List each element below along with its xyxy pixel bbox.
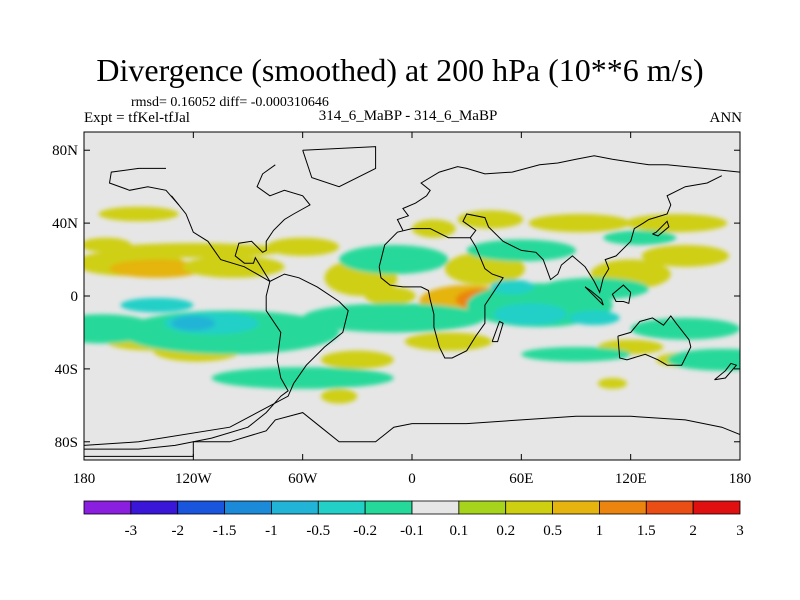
coastline [108,167,180,206]
contour-region [521,347,631,362]
x-tick-label: 60E [509,471,533,487]
contour-region [494,303,567,326]
contour-region [171,316,216,331]
contour-region [109,259,205,278]
coastlines [84,146,740,457]
contour-region [404,332,493,351]
contour-region [211,367,394,389]
contour-region [667,348,740,371]
coastline [617,315,692,366]
x-tick-label: 180 [729,471,752,487]
y-tick-label: 80N [52,143,78,159]
contour-region [457,210,524,229]
coastline [378,175,723,294]
x-tick-label: 120W [175,471,213,487]
colorbar-swatch [177,500,225,515]
plot-title: Divergence (smoothed) at 200 hPa (10**6 … [96,52,704,88]
coastline [652,220,670,237]
colorbar-swatch [224,500,272,515]
coastline [378,237,504,359]
contour-region [320,388,358,404]
x-tick-label: 120E [615,471,647,487]
contour-region [568,310,620,326]
coastline [302,146,377,188]
colorbar-label: -0.2 [353,523,377,539]
season-label: ANN [709,110,743,126]
latitude-axis: 80N 40N 0 40S 80S [52,143,740,451]
coastline [171,195,271,282]
coastline [234,164,311,282]
y-tick-label: 0 [71,289,79,305]
contour-region [84,314,157,344]
contour-region [603,230,677,245]
coastline [584,286,604,306]
coastline [491,320,504,343]
colorbar-label: 0.2 [496,523,515,539]
colorbar-label: -1 [265,523,278,539]
colorbar-label: 1 [596,523,604,539]
y-tick-label: 40N [52,216,78,232]
contour-region [630,317,740,340]
colorbar: -3 -2 -1.5 -1 -0.5 -0.2 -0.1 0.1 0.2 0.5 1 1.5 2 3 [83,500,744,539]
x-tick-label: 60W [288,471,318,487]
colorbar-swatch [411,500,460,515]
experiment-label: Expt = tfKel-tfJal [84,110,190,126]
contour-region [528,214,631,233]
contour-region [182,255,285,278]
case-label: 314_6_MaBP - 314_6_MaBP [318,108,498,124]
colorbar-swatch [271,500,319,515]
longitude-axis: 180 120W 60W 0 60E 120E 180 [73,132,752,487]
contour-region [120,297,194,313]
colorbar-label: 3 [736,523,744,539]
colorbar-swatch [364,500,413,515]
contour-region [412,219,456,238]
contour-region [625,214,728,233]
contour-region [339,244,449,275]
contour-region [302,303,485,333]
colorbar-swatch [458,500,507,515]
colorbar-swatch [505,500,553,515]
contour-region [102,243,285,258]
colorbar-label: -0.1 [400,523,424,539]
coastline [396,155,740,231]
colorbar-label: -3 [125,523,138,539]
y-tick-label: 80S [55,435,78,451]
colorbar-swatch [645,500,694,515]
contour-region [490,279,535,295]
colorbar-label: 2 [689,523,697,539]
contour-region [539,277,649,300]
contour-region [320,350,394,369]
contour-region [266,237,340,256]
contour-region [98,206,179,222]
colorbar-label: -1.5 [213,523,237,539]
coastline [714,362,738,381]
colorbar-label: 1.5 [637,523,656,539]
colorbar-swatch [130,500,179,515]
contour-region [597,378,628,389]
contour-region [364,286,416,306]
colorbar-label: 0.5 [543,523,562,539]
colorbar-swatch [83,500,132,515]
contour-region [641,244,730,267]
colorbar-swatch [317,500,366,515]
x-tick-label: 180 [73,471,96,487]
colorbar-swatch [692,500,741,515]
colorbar-swatch [599,500,647,515]
y-tick-label: 40S [55,362,78,378]
coastline [611,284,632,304]
x-tick-label: 0 [408,471,416,487]
colorbar-swatch [552,500,600,515]
colorbar-label: 0.1 [449,523,468,539]
rmsd-diff-label: rmsd= 0.16052 diff= -0.000310646 [131,95,329,110]
colorbar-label: -2 [171,523,184,539]
coastline [84,412,740,457]
colorbar-label: -0.5 [306,523,330,539]
